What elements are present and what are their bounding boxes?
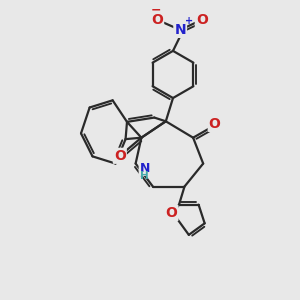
- Text: N: N: [174, 23, 186, 37]
- Text: O: O: [196, 13, 208, 27]
- Text: N: N: [140, 162, 150, 175]
- Text: +: +: [185, 16, 193, 26]
- Text: O: O: [114, 149, 126, 163]
- Text: −: −: [151, 4, 161, 16]
- Text: O: O: [151, 13, 163, 27]
- Text: H: H: [140, 171, 149, 181]
- Text: O: O: [166, 206, 177, 220]
- Text: O: O: [209, 117, 220, 131]
